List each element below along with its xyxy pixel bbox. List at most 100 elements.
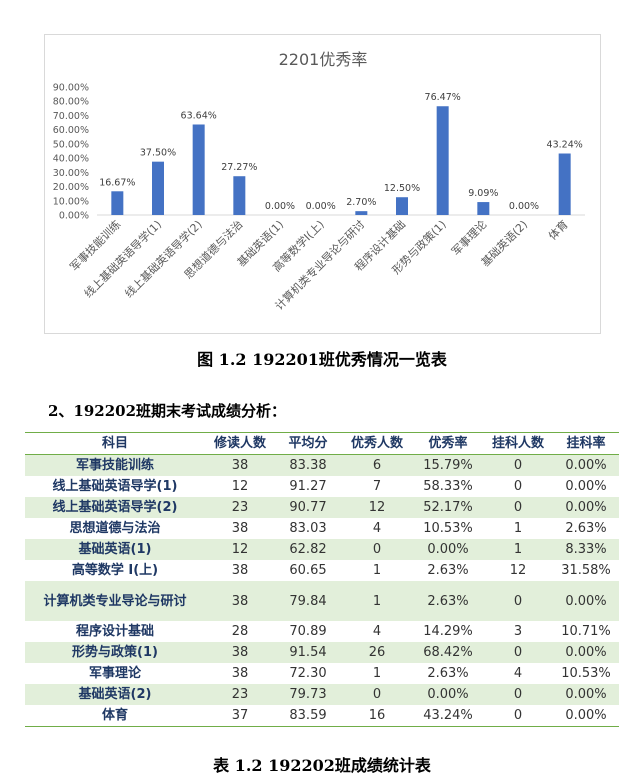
x-tick-label: 线上基础英语导学(1) — [81, 217, 164, 300]
subject-cell: 基础英语(2) — [78, 687, 152, 702]
table-cell: 10.53% — [423, 521, 473, 536]
section-heading: 2、192202班期末考试成绩分析： — [48, 402, 287, 420]
table-cell: 1 — [372, 563, 382, 578]
table-cell: 2.63% — [427, 563, 469, 578]
figure-caption: 图 1.2 192201班优秀情况一览表 — [197, 350, 447, 369]
table-cell: 0 — [513, 593, 523, 609]
table-cell: 38 — [231, 521, 249, 536]
table-body: 军事技能训练 38 83.38 6 15.79% 0 0.00% 线上基础英语导学(1) 12 9… — [25, 454, 619, 727]
table-cell: 70.89 — [289, 624, 327, 639]
column-header: 科目 — [25, 432, 205, 455]
x-tick-label: 体育 — [545, 217, 570, 242]
column-header: 挂科率 — [553, 432, 619, 455]
chart-title: 2201优秀率 — [279, 50, 368, 69]
subject-cell: 形势与政策(1) — [72, 645, 158, 660]
data-label: 63.64% — [181, 110, 217, 121]
table-row: 基础英语(2) 23 79.73 0 0.00% 0 0.00% — [25, 684, 619, 705]
y-tick-label: 90.00% — [53, 83, 89, 94]
column-header: 优秀率 — [413, 432, 483, 455]
table-cell: 0 — [513, 500, 523, 515]
table-cell: 23 — [231, 687, 249, 702]
bar — [152, 161, 164, 215]
data-label: 27.27% — [221, 162, 257, 173]
table-cell: 16 — [341, 705, 413, 727]
table-cell: 8.33% — [565, 542, 607, 557]
table-cell: 79.84 — [289, 593, 327, 609]
table-row: 计算机类专业导论与研讨 38 79.84 1 2.63% 0 0.00% — [25, 581, 619, 621]
table-cell: 58.33% — [423, 479, 473, 494]
bar — [355, 211, 368, 215]
table-cell: 52.17% — [423, 500, 473, 515]
table-cell: 0 — [483, 705, 553, 727]
table-row: 基础英语(1) 12 62.82 0 0.00% 1 8.33% — [25, 539, 619, 560]
table-cell: 12 — [368, 500, 386, 515]
column-header: 修读人数 — [205, 432, 275, 455]
table-cell: 0.00% — [565, 500, 607, 515]
data-label: 12.50% — [384, 183, 420, 194]
y-tick-label: 70.00% — [53, 111, 89, 122]
table-cell: 28 — [231, 624, 249, 639]
table-cell: 68.42% — [423, 645, 473, 660]
table-cell: 6 — [372, 458, 382, 473]
subject-cell: 线上基础英语导学(2) — [52, 500, 178, 515]
table-row: 线上基础英语导学(2) 23 90.77 12 52.17% 0 0.00% — [25, 497, 619, 518]
subject-cell: 思想道德与法治 — [69, 521, 161, 536]
subject-cell: 军事理论 — [88, 666, 141, 681]
table-row: 形势与政策(1) 38 91.54 26 68.42% 0 0.00% — [25, 642, 619, 663]
x-tick-label: 军事理论 — [448, 217, 489, 258]
table-cell: 4 — [372, 624, 382, 639]
table-cell: 43.24% — [413, 705, 483, 727]
table-cell: 12 — [231, 542, 249, 557]
table-row: 思想道德与法治 38 83.03 4 10.53% 1 2.63% — [25, 518, 619, 539]
table-cell: 10.71% — [561, 624, 611, 639]
table-cell: 4 — [372, 521, 382, 536]
table-row: 高等数学 I(上) 38 60.65 1 2.63% 12 31.58% — [25, 560, 619, 581]
table-cell: 1 — [513, 521, 523, 536]
column-header: 优秀人数 — [341, 432, 413, 455]
table-cell: 60.65 — [289, 563, 327, 578]
table-cell: 79.73 — [289, 687, 327, 702]
table-cell: 72.30 — [289, 666, 327, 681]
table-row: 军事理论 38 72.30 1 2.63% 4 10.53% — [25, 663, 619, 684]
table-cell: 12 — [509, 563, 527, 578]
table-cell: 90.77 — [289, 500, 327, 515]
table-cell: 83.59 — [275, 705, 341, 727]
table-cell: 1 — [372, 593, 382, 609]
table-cell: 83.38 — [289, 458, 327, 473]
subject-cell: 高等数学 I(上) — [71, 563, 159, 578]
y-tick-label: 40.00% — [53, 154, 89, 165]
table-cell: 83.03 — [289, 521, 327, 536]
table-cell: 15.79% — [423, 458, 473, 473]
bar — [558, 153, 571, 215]
table-cell: 31.58% — [561, 563, 611, 578]
table-cell: 0 — [513, 479, 523, 494]
table-cell: 38 — [231, 563, 249, 578]
subject-cell: 军事技能训练 — [75, 458, 154, 473]
table-cell: 0.00% — [565, 593, 607, 609]
table-cell: 0.00% — [565, 458, 607, 473]
table-cell: 2.63% — [427, 593, 469, 609]
table-cell: 0 — [513, 645, 523, 660]
table-header-row: 科目 修读人数 平均分 优秀人数 优秀率 挂科人数 挂科率 — [25, 432, 619, 455]
data-label: 16.67% — [99, 177, 135, 188]
y-tick-label: 20.00% — [53, 182, 89, 193]
bar — [477, 202, 490, 215]
bar — [233, 176, 246, 215]
table-cell: 38 — [231, 458, 249, 473]
data-label: 0.00% — [265, 201, 295, 212]
y-tick-label: 60.00% — [53, 125, 89, 136]
table-cell: 1 — [513, 542, 523, 557]
table-row: 线上基础英语导学(1) 12 91.27 7 58.33% 0 0.00% — [25, 476, 619, 497]
table-cell: 0 — [372, 687, 382, 702]
table-cell: 91.27 — [289, 479, 327, 494]
y-tick-label: 10.00% — [53, 196, 89, 207]
bar — [192, 124, 205, 215]
table-cell: 0 — [372, 542, 382, 557]
table-row: 体育 37 83.59 16 43.24% 0 0.00% — [25, 705, 619, 727]
table-cell: 26 — [368, 645, 386, 660]
table-cell: 2.63% — [427, 666, 469, 681]
table-cell: 37 — [205, 705, 275, 727]
table-cell: 10.53% — [561, 666, 611, 681]
table-cell: 7 — [372, 479, 382, 494]
table-cell: 0.00% — [553, 705, 619, 727]
